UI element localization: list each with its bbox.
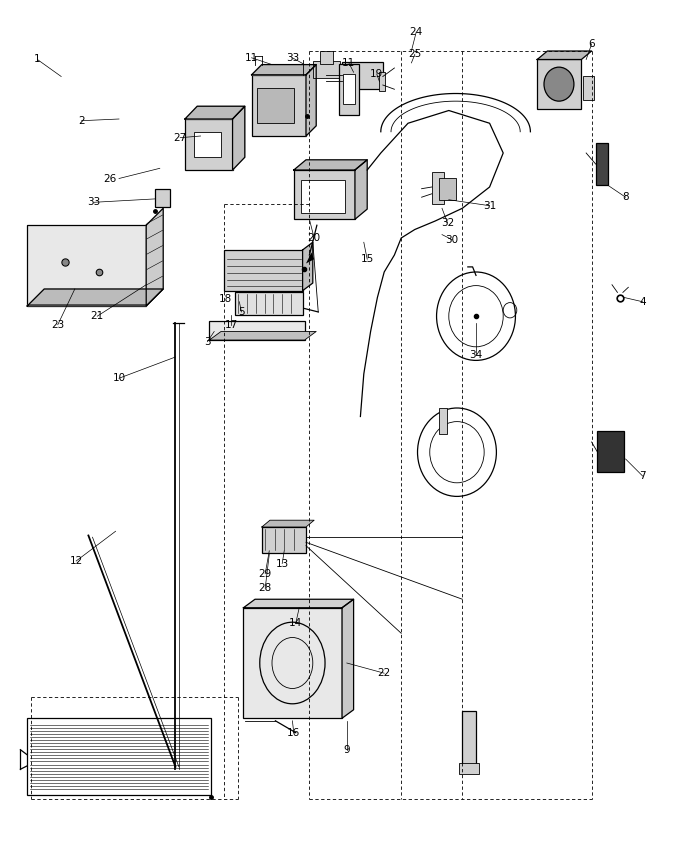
Polygon shape xyxy=(185,106,245,119)
Bar xyxy=(597,431,624,472)
Text: 3: 3 xyxy=(204,337,211,347)
Text: 15: 15 xyxy=(360,254,374,264)
Text: 19: 19 xyxy=(370,69,384,79)
Text: 8: 8 xyxy=(622,192,629,202)
Bar xyxy=(185,119,233,170)
Polygon shape xyxy=(355,160,367,219)
Polygon shape xyxy=(306,252,314,264)
Bar xyxy=(243,608,342,718)
Polygon shape xyxy=(233,106,245,170)
Bar xyxy=(537,60,581,109)
Bar xyxy=(583,76,594,100)
Text: 5: 5 xyxy=(238,307,245,317)
Ellipse shape xyxy=(544,67,574,101)
Text: 18: 18 xyxy=(219,294,233,304)
Bar xyxy=(379,72,385,91)
Text: 30: 30 xyxy=(445,235,459,245)
Bar xyxy=(320,51,333,64)
Polygon shape xyxy=(146,208,163,306)
Bar xyxy=(596,143,608,185)
Bar xyxy=(155,189,170,207)
Text: 32: 32 xyxy=(441,218,454,228)
Text: 12: 12 xyxy=(69,556,83,566)
Bar xyxy=(439,408,447,434)
Text: 7: 7 xyxy=(639,471,646,481)
Text: 33: 33 xyxy=(87,197,101,207)
Bar xyxy=(339,64,359,115)
Bar xyxy=(27,718,211,795)
Bar xyxy=(27,225,146,306)
Bar xyxy=(235,292,303,314)
Text: 21: 21 xyxy=(90,311,104,321)
Text: 28: 28 xyxy=(258,583,272,593)
Polygon shape xyxy=(303,242,313,291)
Bar xyxy=(432,172,444,204)
Polygon shape xyxy=(342,599,354,718)
Bar xyxy=(262,527,306,552)
Text: 2: 2 xyxy=(78,116,85,126)
Bar xyxy=(209,321,305,340)
Polygon shape xyxy=(27,289,163,306)
Polygon shape xyxy=(243,599,354,608)
Text: 29: 29 xyxy=(258,569,272,579)
Text: 31: 31 xyxy=(483,201,496,211)
Text: 11: 11 xyxy=(342,58,356,68)
Text: 23: 23 xyxy=(51,320,65,330)
Text: 27: 27 xyxy=(173,133,187,143)
Text: 16: 16 xyxy=(287,728,301,738)
Polygon shape xyxy=(537,51,592,60)
Text: 34: 34 xyxy=(469,350,483,360)
Text: 13: 13 xyxy=(275,558,289,569)
Text: 17: 17 xyxy=(224,320,238,330)
Text: 22: 22 xyxy=(377,668,391,678)
Polygon shape xyxy=(306,65,316,136)
Bar xyxy=(343,74,355,104)
Text: 33: 33 xyxy=(286,53,299,63)
Polygon shape xyxy=(262,520,314,527)
Text: 25: 25 xyxy=(408,49,422,60)
Bar xyxy=(224,250,303,291)
Bar xyxy=(294,170,355,219)
Text: 14: 14 xyxy=(289,618,303,628)
Text: 1: 1 xyxy=(34,54,41,65)
Polygon shape xyxy=(294,160,367,170)
Bar xyxy=(462,711,476,767)
Polygon shape xyxy=(252,65,316,75)
Text: 4: 4 xyxy=(639,297,646,307)
Text: 20: 20 xyxy=(307,233,321,243)
Text: 26: 26 xyxy=(103,173,117,184)
Text: 9: 9 xyxy=(343,745,350,755)
Bar xyxy=(252,75,306,136)
Bar xyxy=(194,132,221,157)
Bar xyxy=(313,61,340,78)
Bar xyxy=(257,88,294,123)
Bar xyxy=(342,62,383,89)
Text: 10: 10 xyxy=(112,373,126,383)
Text: 6: 6 xyxy=(588,39,595,49)
Polygon shape xyxy=(209,332,316,340)
Text: 24: 24 xyxy=(409,27,423,37)
Bar xyxy=(439,178,456,200)
Text: 11: 11 xyxy=(245,53,258,63)
Bar xyxy=(301,180,345,212)
Bar xyxy=(459,763,479,774)
